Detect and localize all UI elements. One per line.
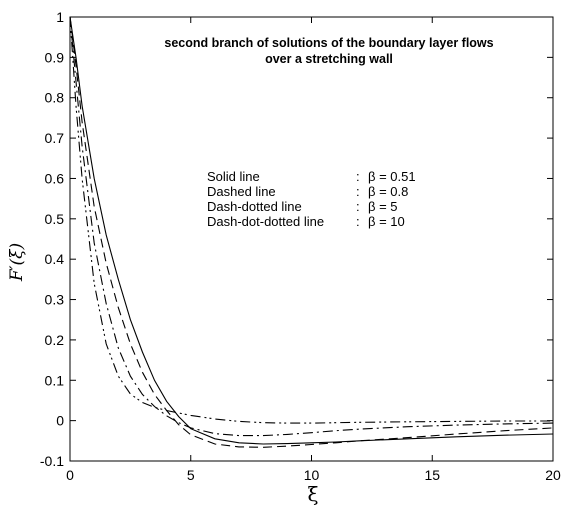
series-line-dashdotdot bbox=[69, 16, 553, 424]
y-tick-label: 0 bbox=[56, 413, 64, 429]
x-axis-title: ξ bbox=[307, 482, 318, 506]
chart-title-line-1: second branch of solutions of the bounda… bbox=[164, 36, 493, 50]
legend-label-dashed: Dashed line bbox=[207, 184, 276, 199]
legend-label-dashdot: Dash-dotted line bbox=[207, 199, 302, 214]
legend-label-dashdotdot: Dash-dot-dotted line bbox=[207, 214, 324, 229]
y-tick-label: 0.8 bbox=[45, 90, 65, 106]
legend-sep-dashdot: : bbox=[356, 199, 360, 214]
x-tick-label: 20 bbox=[545, 467, 561, 483]
y-axis-title: F′(ξ) bbox=[7, 243, 27, 282]
series-line-solid bbox=[69, 16, 554, 445]
legend-value-dashdot: β = 5 bbox=[368, 199, 398, 214]
y-tick-label: 0.3 bbox=[45, 292, 65, 308]
legend: Solid line : β = 0.51 Dashed line : β = … bbox=[207, 169, 416, 229]
x-tick-label: 0 bbox=[66, 467, 74, 483]
legend-value-dashdotdot: β = 10 bbox=[368, 214, 405, 229]
y-tick-label: 1 bbox=[56, 9, 64, 25]
y-tick-label: 0.9 bbox=[45, 49, 65, 65]
legend-sep-dashdotdot: : bbox=[356, 214, 360, 229]
x-tick-label: 10 bbox=[304, 467, 320, 483]
legend-sep-dashed: : bbox=[356, 184, 360, 199]
legend-value-solid: β = 0.51 bbox=[368, 169, 416, 184]
y-tick-label: -0.1 bbox=[40, 453, 64, 469]
series-line-dashed bbox=[69, 16, 554, 448]
x-tick-label: 5 bbox=[187, 467, 195, 483]
y-tick-label: 0.4 bbox=[45, 251, 65, 267]
series-line-dashdot bbox=[69, 16, 554, 437]
legend-label-solid: Solid line bbox=[207, 169, 260, 184]
legend-value-dashed: β = 0.8 bbox=[368, 184, 408, 199]
chart-title: second branch of solutions of the bounda… bbox=[164, 36, 493, 66]
chart-title-line-2: over a stretching wall bbox=[265, 52, 393, 66]
y-tick-label: 0.6 bbox=[45, 170, 65, 186]
y-tick-label: 0.7 bbox=[45, 130, 65, 146]
y-tick-label: 0.2 bbox=[45, 332, 65, 348]
x-tick-label: 15 bbox=[424, 467, 440, 483]
legend-sep-solid: : bbox=[356, 169, 360, 184]
y-tick-label: 0.1 bbox=[45, 372, 65, 388]
plot-area: -0.100.10.20.30.40.50.60.70.80.910 5 10 15 2… bbox=[40, 9, 561, 483]
y-tick-label: 0.5 bbox=[45, 211, 65, 227]
